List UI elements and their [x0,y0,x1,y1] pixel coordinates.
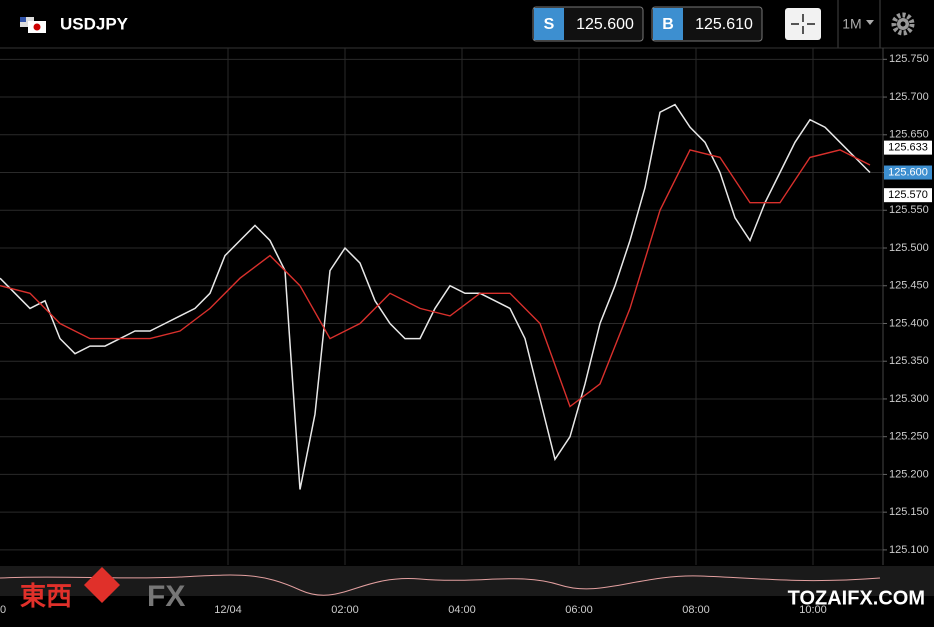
flag [20,17,46,33]
y-tick-label: 125.650 [889,129,929,141]
buy-tag [653,8,683,40]
sell-tag [534,8,564,40]
watermark-site: TOZAIFX.COM [788,587,925,609]
y-tick-label: 125.100 [889,544,929,556]
y-tick-label: 125.550 [889,204,929,216]
y-tick-label: 125.300 [889,393,929,405]
sell-label: S [544,16,555,33]
buy-label: B [662,16,674,33]
x-tick-label: 0 [0,604,6,616]
x-tick-label: 08:00 [682,604,710,616]
y-tick-label: 125.450 [889,280,929,292]
y-tick-label: 125.250 [889,431,929,443]
x-tick-label: 06:00 [565,604,593,616]
y-tick-label: 125.700 [889,91,929,103]
crosshair-button[interactable] [785,8,821,40]
oscillator-panel [0,566,934,596]
price-tag [884,188,932,203]
y-tick-label: 125.200 [889,468,929,480]
sell-price: 125.600 [576,16,634,33]
y-tick-label: 125.400 [889,317,929,329]
price-tag-label: 125.633 [888,142,928,154]
timeframe-caret [866,20,874,25]
x-tick-label: 04:00 [448,604,476,616]
price-line [0,149,871,408]
x-tick-label: 12/04 [214,604,242,616]
watermark-logo [84,567,120,603]
price-tag-label: 125.570 [888,189,928,201]
y-tick-label: 125.350 [889,355,929,367]
x-tick-label: 10:00 [799,604,827,616]
settings-icon[interactable] [891,12,915,36]
crosshair-icon [791,14,815,34]
oscillator-line [0,574,881,596]
buy-price: 125.610 [695,16,753,33]
symbol: USDJPY [60,14,129,33]
y-tick-label: 125.150 [889,506,929,518]
timeframe[interactable]: 1M [842,16,861,32]
header-bar [0,0,934,48]
y-tick-label: 125.750 [889,53,929,65]
price-line [0,103,871,490]
price-tag [884,140,932,155]
x-tick-label: 02:00 [331,604,359,616]
price-tag-label: 125.600 [888,166,928,178]
watermark-cjk: 東西 [20,581,72,611]
price-tag [884,165,932,180]
y-tick-label: 125.500 [889,242,929,254]
watermark-fx: FX [147,580,185,613]
